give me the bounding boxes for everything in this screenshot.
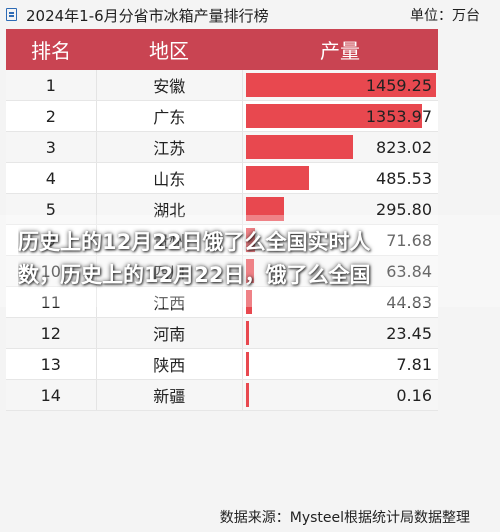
rank-cell: 9 <box>6 225 97 255</box>
value-bar <box>245 135 354 159</box>
rank-cell: 12 <box>6 318 97 348</box>
value-label: 1459.25 <box>365 75 432 95</box>
source-note: 数据来源：Mysteel根据统计局数据整理 <box>219 510 470 526</box>
value-label: 0.16 <box>396 385 432 405</box>
value-cell: 63.84 <box>243 256 438 286</box>
region-cell: 江西 <box>97 287 243 317</box>
value-label: 7.81 <box>396 354 432 374</box>
table-header: 排名 地区 产量 <box>6 29 438 70</box>
value-bar <box>245 352 249 376</box>
header-region: 地区 <box>149 39 189 63</box>
caption-text: 历史上的12月22日饿了么全国实时人 数，历史上的12月22日，饿了么全国 <box>18 226 490 292</box>
region-cell: 陕西 <box>97 349 243 379</box>
document-icon <box>6 8 17 21</box>
table-row: 5 湖北 295.80 <box>6 194 438 225</box>
value-cell: 71.68 <box>243 225 438 255</box>
value-cell: 823.02 <box>243 132 438 162</box>
rank-cell: 11 <box>6 287 97 317</box>
region-cell: 湖北 <box>97 194 243 224</box>
table-row: 12 河南 23.45 <box>6 318 438 349</box>
table-row: 2 广东 1353.97 <box>6 101 438 132</box>
table-row: 11 江西 44.83 <box>6 287 438 318</box>
region-cell: 江苏 <box>97 132 243 162</box>
region-cell: 四川 <box>97 256 243 286</box>
value-cell: 0.16 <box>243 380 438 410</box>
value-label: 485.53 <box>376 168 432 188</box>
value-bar <box>245 104 423 128</box>
ranking-table: 排名 地区 产量 1 安徽 1459.25 2 广东 1353.97 3 江苏 823.02 4 山… <box>6 29 438 411</box>
value-label: 823.02 <box>376 137 432 157</box>
value-bar <box>245 197 285 221</box>
table-row: 1 安徽 1459.25 <box>6 70 438 101</box>
value-label: 23.45 <box>386 323 432 343</box>
region-cell: 贵州 <box>97 225 243 255</box>
value-cell: 44.83 <box>243 287 438 317</box>
rank-cell: 2 <box>6 101 97 131</box>
value-label: 63.84 <box>386 261 432 281</box>
table-row: 10 四川 63.84 <box>6 256 438 287</box>
caption-line-1: 历史上的12月22日饿了么全国实时人 <box>18 230 371 254</box>
value-cell: 1459.25 <box>243 70 438 100</box>
value-label: 1353.97 <box>365 106 432 126</box>
value-bar <box>245 228 256 252</box>
header-rank: 排名 <box>31 39 71 63</box>
value-label: 295.80 <box>376 199 432 219</box>
value-bar <box>245 259 255 283</box>
region-cell: 广东 <box>97 101 243 131</box>
value-cell: 485.53 <box>243 163 438 193</box>
value-bar <box>245 166 310 190</box>
region-cell: 新疆 <box>97 380 243 410</box>
region-cell: 安徽 <box>97 70 243 100</box>
region-cell: 山东 <box>97 163 243 193</box>
table-row: 3 江苏 823.02 <box>6 132 438 163</box>
table-row: 13 陕西 7.81 <box>6 349 438 380</box>
region-cell: 河南 <box>97 318 243 348</box>
value-bar <box>245 290 252 314</box>
value-cell: 7.81 <box>243 349 438 379</box>
rank-cell: 3 <box>6 132 97 162</box>
value-bar <box>245 73 436 97</box>
value-bar <box>245 321 249 345</box>
value-bar <box>245 383 249 407</box>
rank-cell: 13 <box>6 349 97 379</box>
rank-cell: 5 <box>6 194 97 224</box>
rank-cell: 4 <box>6 163 97 193</box>
value-label: 71.68 <box>386 230 432 250</box>
unit-label: 单位：万台 <box>410 8 480 24</box>
rank-cell: 14 <box>6 380 97 410</box>
rank-cell: 10 <box>6 256 97 286</box>
header-value: 产量 <box>320 39 360 63</box>
table-row: 4 山东 485.53 <box>6 163 438 194</box>
table-row: 9 贵州 71.68 <box>6 225 438 256</box>
value-cell: 295.80 <box>243 194 438 224</box>
table-row: 14 新疆 0.16 <box>6 380 438 411</box>
table-body: 1 安徽 1459.25 2 广东 1353.97 3 江苏 823.02 4 山东 485.53 5 湖… <box>6 70 438 411</box>
value-label: 44.83 <box>386 292 432 312</box>
rank-cell: 1 <box>6 70 97 100</box>
value-cell: 23.45 <box>243 318 438 348</box>
caption-line-2: 数，历史上的12月22日，饿了么全国 <box>18 263 371 287</box>
value-cell: 1353.97 <box>243 101 438 131</box>
chart-title: 2024年1-6月分省市冰箱产量排行榜 <box>26 7 269 25</box>
caption-overlay <box>0 215 500 307</box>
